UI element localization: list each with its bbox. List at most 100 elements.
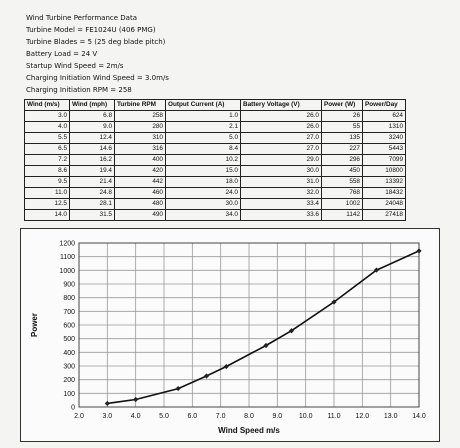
data-point-marker <box>133 396 139 403</box>
table-cell: 10800 <box>362 165 406 177</box>
table-cell: 2.1 <box>165 121 241 133</box>
chart-series <box>104 248 422 407</box>
table-row: 6.5 14.6 316 8.4 27.0 227 5443 <box>24 143 406 155</box>
x-tick-label: 5.0 <box>159 413 169 420</box>
table-row: 14.0 31.5 490 34.0 33.6 1142 27418 <box>24 209 406 221</box>
table-cell: 1310 <box>362 121 406 133</box>
spec-battery-load: Battery Load = 24 V <box>26 50 98 58</box>
table-cell: 316 <box>114 143 166 155</box>
table-cell: 16.2 <box>69 154 115 166</box>
x-tick-label: 10.0 <box>299 413 313 420</box>
y-tick-label: 1200 <box>59 241 75 248</box>
data-point-marker <box>263 342 269 349</box>
table-cell: 30.0 <box>240 165 322 177</box>
table-cell: 1.0 <box>165 110 241 122</box>
table-cell: 558 <box>321 176 363 188</box>
x-tick-label: 12.0 <box>356 413 370 420</box>
table-cell: 3.0 <box>24 110 70 122</box>
table-row: 4.0 9.0 280 2.1 26.0 55 1310 <box>24 121 406 133</box>
table-row: 7.2 16.2 400 10.2 29.0 296 7099 <box>24 154 406 166</box>
table-cell: 310 <box>114 132 166 144</box>
table-cell: 768 <box>321 187 363 199</box>
y-tick-label: 1100 <box>60 254 75 261</box>
chart-grid <box>78 242 420 408</box>
table-cell: 227 <box>321 143 363 155</box>
spec-header: Wind Turbine Performance Data Turbine Mo… <box>26 12 169 96</box>
table-cell: 30.0 <box>165 198 241 210</box>
table-cell: 280 <box>114 121 166 133</box>
table-cell: 1002 <box>321 198 363 210</box>
table-cell: 420 <box>114 165 166 177</box>
table-row: 9.5 21.4 442 18.0 31.0 558 13392 <box>24 176 406 188</box>
x-tick-label: 3.0 <box>102 413 112 420</box>
plot-area-border <box>78 242 420 408</box>
power-series-line <box>107 250 420 405</box>
table-cell: 5443 <box>362 143 406 155</box>
table-cell: 34.0 <box>165 209 241 221</box>
table-cell: 5.0 <box>165 132 241 144</box>
table-cell: 26 <box>321 110 363 122</box>
y-tick-label: 1000 <box>59 268 75 275</box>
table-cell: 9.0 <box>69 121 115 133</box>
table-row: 3.0 6.8 258 1.0 26.0 26 624 <box>24 110 406 122</box>
spec-charging-rpm: Charging Initiation RPM = 258 <box>26 86 132 94</box>
table-cell: 55 <box>321 121 363 133</box>
column-header: Wind (m/s) <box>24 99 70 111</box>
x-tick-label: 8.0 <box>244 413 254 420</box>
table-cell: 24.0 <box>165 187 241 199</box>
table-cell: 296 <box>321 154 363 166</box>
x-tick-label: 9.0 <box>272 413 282 420</box>
column-header: Power (W) <box>321 99 363 111</box>
table-cell: 12.5 <box>24 198 70 210</box>
table-cell: 15.0 <box>165 165 241 177</box>
table-cell: 14.6 <box>69 143 115 155</box>
table-cell: 31.0 <box>240 176 322 188</box>
y-tick-label: 0 <box>71 405 75 412</box>
y-tick-label: 800 <box>63 295 75 302</box>
table-cell: 26.0 <box>240 121 322 133</box>
table-cell: 26.0 <box>240 110 322 122</box>
table-cell: 6.8 <box>69 110 115 122</box>
table-cell: 1142 <box>321 209 363 221</box>
y-tick-label: 600 <box>63 323 75 330</box>
table-cell: 624 <box>362 110 406 122</box>
table-cell: 27.0 <box>240 132 322 144</box>
table-cell: 490 <box>114 209 166 221</box>
column-header: Battery Voltage (V) <box>240 99 322 111</box>
performance-table: Wind (m/s) Wind (mph) Turbine RPM Output… <box>24 99 406 221</box>
spec-blades: Turbine Blades = 5 (25 deg blade pitch) <box>26 38 166 46</box>
y-tick-label: 700 <box>63 309 75 316</box>
table-cell: 7.2 <box>24 154 70 166</box>
table-cell: 33.4 <box>240 198 322 210</box>
data-point-marker <box>288 328 295 334</box>
column-header: Output Current (A) <box>165 99 241 111</box>
data-point-marker <box>175 385 181 392</box>
power-chart-svg: 0 100 200 300 400 500 600 700 800 900 1000 1100 1200… <box>30 241 426 436</box>
table-body: 3.0 6.8 258 1.0 26.0 26 624 4.0 9.0 280 2.1 26.0 55 1… <box>24 110 406 221</box>
table-cell: 32.0 <box>240 187 322 199</box>
table-cell: 12.4 <box>69 132 115 144</box>
y-tick-label: 100 <box>63 391 75 398</box>
table-cell: 10.2 <box>165 154 241 166</box>
table-cell: 135 <box>321 132 363 144</box>
table-cell: 28.1 <box>69 198 115 210</box>
table-cell: 24.8 <box>69 187 115 199</box>
spec-startup-speed: Startup Wind Speed = 2m/s <box>26 62 124 70</box>
table-cell: 11.0 <box>24 187 70 199</box>
table-cell: 400 <box>114 154 166 166</box>
table-cell: 9.5 <box>24 176 70 188</box>
x-tick-label: 14.0 <box>412 413 426 420</box>
table-header-row: Wind (m/s) Wind (mph) Turbine RPM Output… <box>24 99 406 111</box>
x-tick-label: 6.0 <box>187 413 197 420</box>
column-header: Turbine RPM <box>114 99 166 111</box>
data-point-marker <box>203 373 210 379</box>
x-tick-label: 4.0 <box>131 413 141 420</box>
table-cell: 14.0 <box>24 209 70 221</box>
table-cell: 4.0 <box>24 121 70 133</box>
table-row: 8.6 19.4 420 15.0 30.0 450 10800 <box>24 165 406 177</box>
y-tick-label: 300 <box>63 364 75 371</box>
table-cell: 13392 <box>362 176 406 188</box>
column-header: Power/Day <box>362 99 406 111</box>
table-cell: 6.5 <box>24 143 70 155</box>
spec-model: Turbine Model = FE1024U (406 PMG) <box>26 26 156 34</box>
